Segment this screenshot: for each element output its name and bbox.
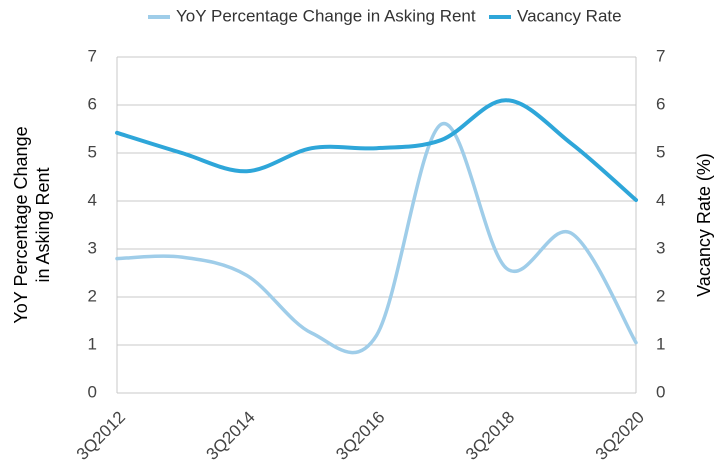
- y2-tick-label: 3: [656, 238, 665, 257]
- x-tick-label: 3Q2018: [462, 408, 518, 464]
- x-tick-label: 3Q2012: [73, 408, 129, 464]
- y2-tick-label: 4: [656, 190, 665, 209]
- x-tick-label: 3Q2014: [203, 408, 259, 464]
- y2-tick-label: 6: [656, 94, 665, 113]
- y2-tick-label: 5: [656, 142, 665, 161]
- y-axis-label: in Asking Rent: [33, 167, 53, 282]
- y-tick-label: 7: [88, 46, 97, 65]
- legend-label: Vacancy Rate: [517, 6, 622, 25]
- y-tick-label: 6: [88, 94, 97, 113]
- y-tick-label: 1: [88, 334, 97, 353]
- y2-tick-label: 2: [656, 286, 665, 305]
- legend-label: YoY Percentage Change in Asking Rent: [176, 6, 476, 25]
- y2-tick-label: 1: [656, 334, 665, 353]
- x-tick-label: 3Q2020: [592, 408, 648, 464]
- y2-axis-label: Vacancy Rate (%): [694, 153, 714, 297]
- y-tick-label: 5: [88, 142, 97, 161]
- y-tick-label: 3: [88, 238, 97, 257]
- x-tick-label: 3Q2016: [332, 408, 388, 464]
- y2-tick-label: 7: [656, 46, 665, 65]
- y-tick-label: 0: [88, 382, 97, 401]
- y2-tick-label: 0: [656, 382, 665, 401]
- series-line: [115, 122, 638, 355]
- y-tick-label: 2: [88, 286, 97, 305]
- y-tick-label: 4: [88, 190, 97, 209]
- y-axis-label: YoY Percentage Change: [11, 126, 31, 323]
- series-line: [115, 98, 638, 203]
